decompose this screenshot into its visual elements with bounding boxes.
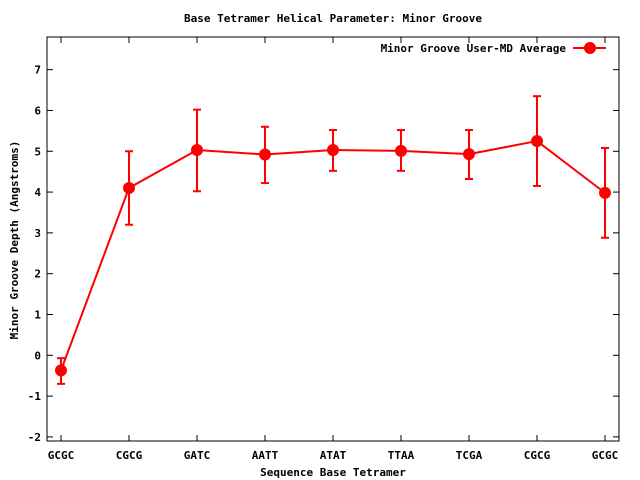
y-tick-label: 5 <box>34 145 41 158</box>
data-point <box>463 148 475 161</box>
legend-marker <box>584 42 596 54</box>
x-tick-label: CGCG <box>524 449 551 462</box>
axis-ticks: -2 -1 0 1 2 3 4 5 6 7 GCGC CGCG GATC AATT ATAT TTAA TCGA… <box>28 37 619 462</box>
data-point <box>531 135 543 148</box>
y-tick-label: 0 <box>34 349 41 362</box>
x-tick-label: ATAT <box>320 449 347 462</box>
legend: Minor Groove User-MD Average <box>381 42 606 55</box>
y-axis-label: Minor Groove Depth (Angstroms) <box>8 141 21 340</box>
chart-title: Base Tetramer Helical Parameter: Minor G… <box>184 12 482 25</box>
y-tick-label: 6 <box>34 104 41 117</box>
y-tick-label: 1 <box>34 308 41 321</box>
x-axis-label: Sequence Base Tetramer <box>260 466 406 479</box>
data-point <box>599 186 611 199</box>
x-tick-label: AATT <box>252 449 279 462</box>
x-tick-label: GCGC <box>48 449 75 462</box>
y-tick-label: -2 <box>28 431 41 444</box>
x-tick-label: CGCG <box>116 449 143 462</box>
x-tick-label: TTAA <box>388 449 415 462</box>
data-point <box>395 144 407 157</box>
plot-frame <box>46 36 620 442</box>
data-point <box>327 144 339 157</box>
x-tick-label: GCGC <box>592 449 619 462</box>
data-point <box>191 144 203 157</box>
y-tick-label: 4 <box>34 186 41 199</box>
x-tick-label: GATC <box>184 449 211 462</box>
y-tick-label: 7 <box>34 64 41 77</box>
y-tick-label: 2 <box>34 268 41 281</box>
data-point <box>259 148 271 161</box>
series-layer <box>55 95 611 385</box>
series-line <box>60 139 606 371</box>
legend-label: Minor Groove User-MD Average <box>381 42 567 55</box>
data-point <box>55 364 67 377</box>
y-tick-label: 3 <box>34 227 41 240</box>
x-tick-label: TCGA <box>456 449 483 462</box>
data-point <box>123 181 135 194</box>
y-tick-label: -1 <box>28 390 42 403</box>
